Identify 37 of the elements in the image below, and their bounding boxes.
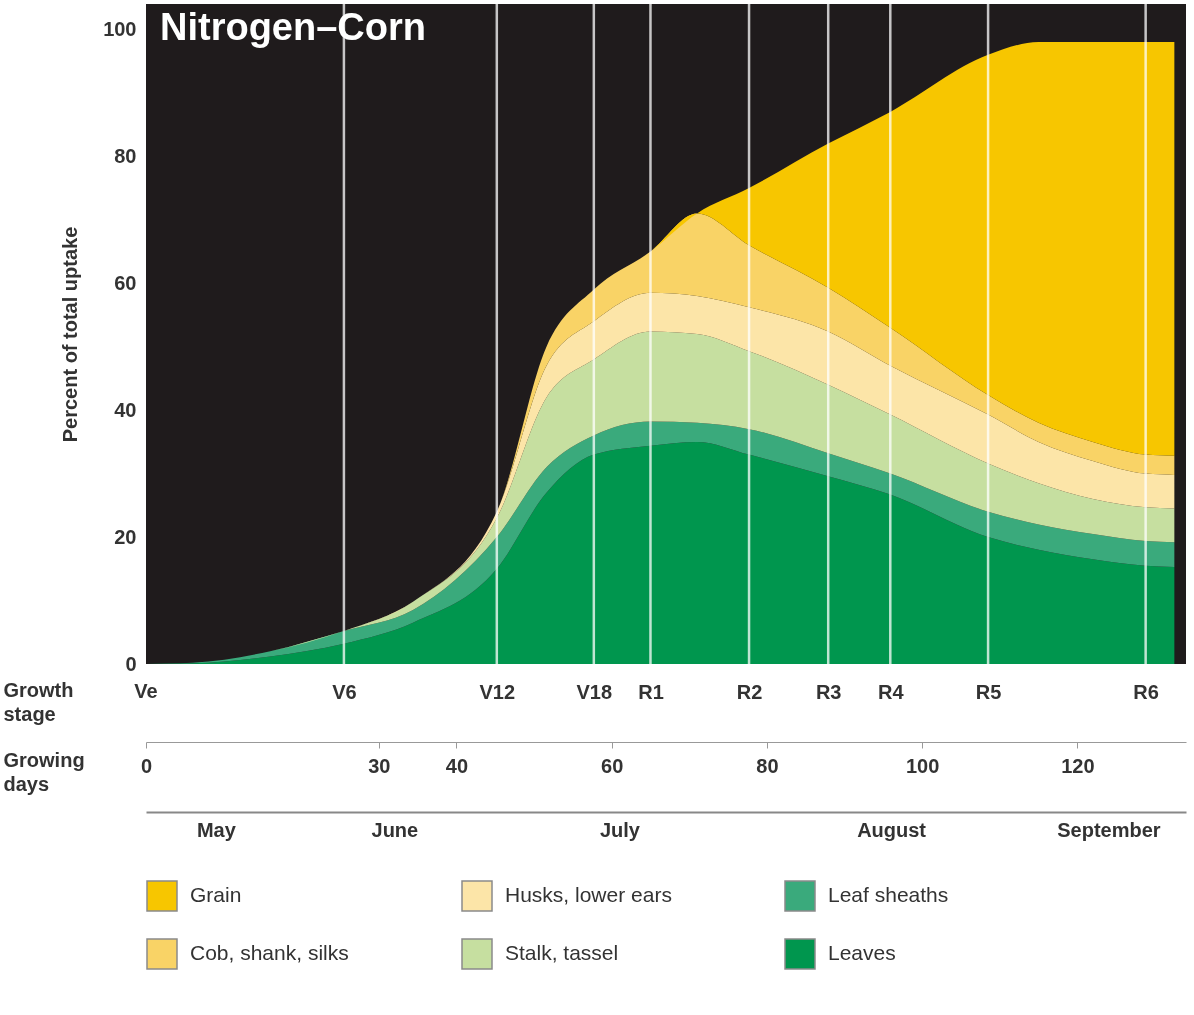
ref-line-label: R1 xyxy=(638,680,664,703)
x-tick-label: 30 xyxy=(368,754,391,777)
x2-tick-label: June xyxy=(371,818,419,841)
legend-label: Stalk, tassel xyxy=(505,941,619,964)
y-tick-label: 100 xyxy=(103,17,137,40)
x-tick-label: 120 xyxy=(1061,754,1095,777)
x-tick-label: 60 xyxy=(601,754,624,777)
x2-tick-label: July xyxy=(599,818,641,841)
annotation: Ve xyxy=(134,680,158,702)
x-tick-label: 40 xyxy=(445,754,469,777)
x-tick-label: 80 xyxy=(756,754,779,777)
y-tick-label: 40 xyxy=(114,398,137,421)
y-tick-label: 0 xyxy=(125,652,137,675)
legend-label: Cob, shank, silks xyxy=(190,941,349,964)
legend-label: Leaves xyxy=(828,941,896,964)
ref-line-label: V6 xyxy=(332,680,357,703)
ref-line-label: R3 xyxy=(815,680,842,703)
ref-line-label: R2 xyxy=(736,680,763,703)
y-tick-label: 60 xyxy=(114,271,137,294)
x2-tick-label: August xyxy=(857,818,927,841)
legend-label: Leaf sheaths xyxy=(828,883,949,906)
y-axis-title: Percent of total uptake xyxy=(59,226,82,443)
y-tick-label: 20 xyxy=(114,525,137,548)
x-tick-label: 0 xyxy=(140,754,153,777)
legend-label: Husks, lower ears xyxy=(505,883,672,906)
ref-line-label: V18 xyxy=(576,680,613,703)
x2-tick-label: May xyxy=(196,818,237,841)
ref-line-label: V12 xyxy=(479,680,516,703)
ref-line-label: R4 xyxy=(878,680,905,703)
x2-tick-label: September xyxy=(1057,818,1161,841)
ref-line-label: R5 xyxy=(975,680,1002,703)
ref-line-label: R6 xyxy=(1133,680,1159,703)
x-axis-title: Growing days xyxy=(3,748,85,795)
y-tick-label: 80 xyxy=(114,144,137,167)
text: Growth stage xyxy=(3,678,74,725)
x-tick-label: 100 xyxy=(905,754,940,777)
legend-label: Grain xyxy=(190,883,242,906)
